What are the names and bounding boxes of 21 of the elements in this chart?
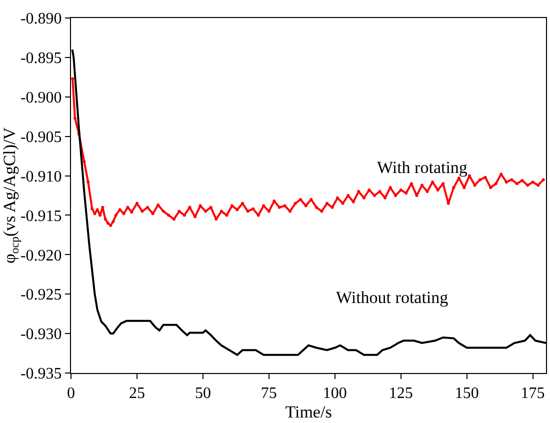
x-axis-title: Time/s — [285, 402, 332, 422]
annotation: Without rotating — [336, 288, 449, 307]
y-tick-label: -0.900 — [20, 89, 62, 106]
y-tick-label: -0.935 — [20, 366, 62, 383]
x-tick-label: 100 — [322, 385, 347, 402]
x-tick-label: 50 — [194, 385, 211, 402]
y-tick-label: -0.930 — [20, 326, 62, 344]
y-tick-label: -0.890 — [20, 10, 62, 28]
y-tick-label: -0.925 — [20, 286, 62, 304]
x-tick-label: 125 — [388, 385, 413, 402]
x-tick-label: 75 — [260, 385, 277, 402]
x-tick-label: 175 — [520, 385, 545, 402]
y-tick-label: -0.905 — [20, 128, 62, 146]
y-tick-label: -0.920 — [20, 247, 62, 264]
x-tick-label: 0 — [67, 385, 75, 402]
annotation: With rotating — [377, 158, 468, 177]
x-tick-label: 25 — [128, 385, 145, 402]
x-tick-label: 150 — [454, 385, 479, 402]
y-tick-label: -0.895 — [20, 50, 62, 68]
y-tick-label: -0.910 — [20, 168, 62, 186]
y-tick-label: -0.915 — [20, 208, 62, 225]
